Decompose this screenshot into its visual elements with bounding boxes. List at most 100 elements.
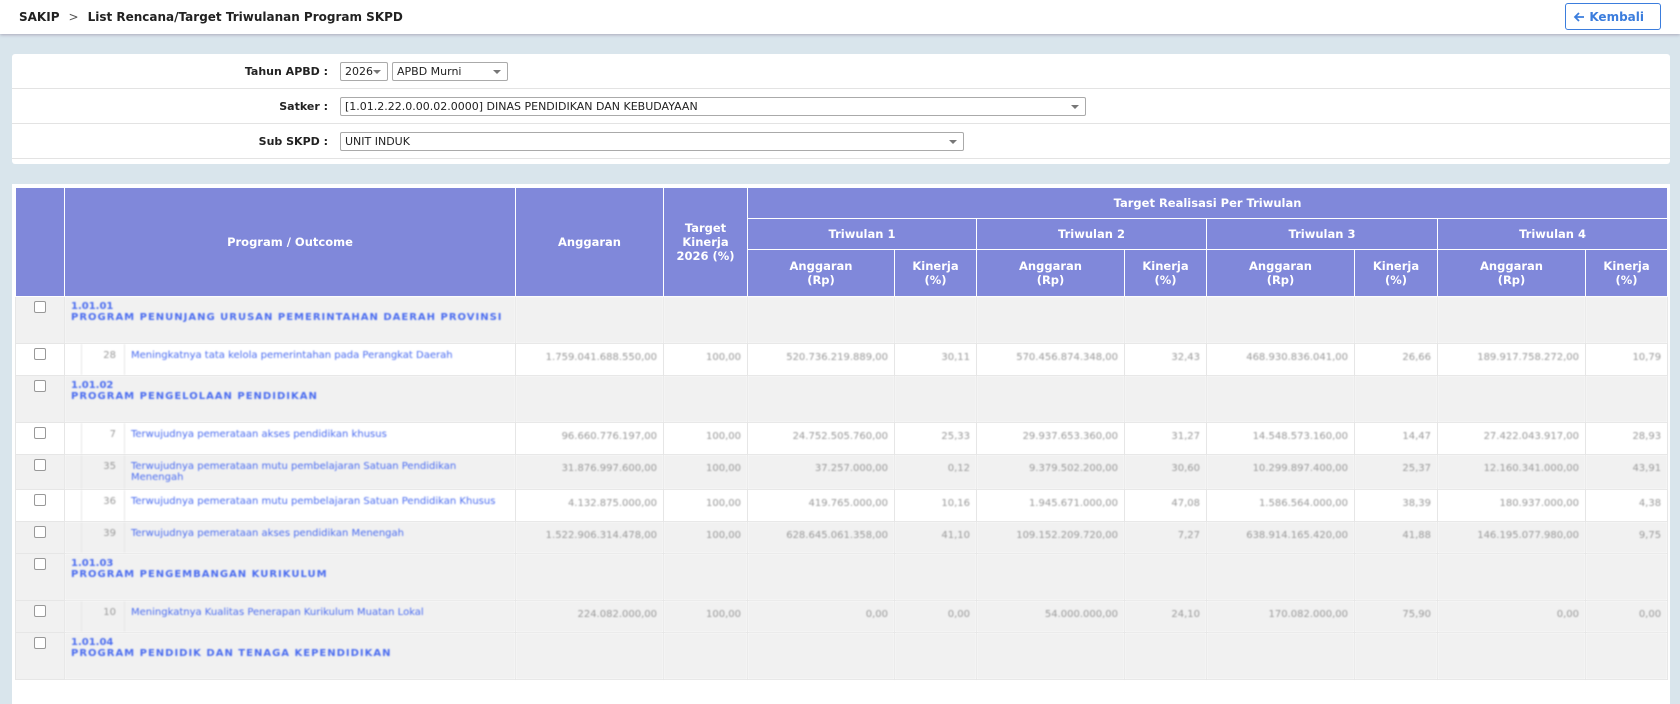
value-cell: 37.257.000,00 — [747, 454, 895, 490]
header-quarter: Triwulan 2 — [976, 218, 1207, 250]
program-cell: 1.01.03 PROGRAM PENGEMBANGAN KURIKULUM — [64, 553, 516, 601]
outcome-name[interactable]: Terwujudnya pemerataan mutu pembelajaran… — [131, 461, 457, 483]
empty-cell — [1354, 375, 1438, 423]
program-row: 1.01.04 PROGRAM PENDIDIK DAN TENAGA KEPEN… — [15, 632, 1669, 680]
outcome-row: 39 Terwujudnya pemerataan akses pendidika… — [15, 521, 1669, 554]
empty-cell — [976, 553, 1125, 601]
filter-row: Satker : [1.01.2.22.0.00.02.0000] DINAS P… — [12, 89, 1670, 124]
value-cell: 1.945.671.000,00 — [976, 489, 1125, 522]
outcome-name[interactable]: Terwujudnya pemerataan akses pendidikan … — [131, 429, 387, 440]
checkbox[interactable] — [34, 301, 46, 313]
header-cell — [15, 187, 65, 297]
checkbox[interactable] — [34, 526, 46, 538]
program-row: 1.01.01 PROGRAM PENUNJANG URUSAN PEMERINT… — [15, 296, 1669, 344]
outcome-row: 36 Terwujudnya pemerataan mutu pembelajar… — [15, 489, 1669, 522]
empty-cell — [663, 296, 748, 344]
program-name[interactable]: PROGRAM PENGEMBANGAN KURIKULUM — [71, 569, 328, 580]
empty-cell — [976, 296, 1125, 344]
header-program: Program / Outcome — [64, 187, 516, 297]
program-name[interactable]: PROGRAM PENGELOLAAN PENDIDIKAN — [71, 391, 318, 402]
outcome-cell: 36 Terwujudnya pemerataan mutu pembelajar… — [64, 489, 516, 522]
filter-select[interactable]: [1.01.2.22.0.00.02.0000] DINAS PENDIDIKA… — [340, 96, 1086, 116]
outcome-number: 36 — [81, 490, 125, 521]
checkbox[interactable] — [34, 348, 46, 360]
outcome-name[interactable]: Terwujudnya pemerataan akses pendidikan … — [131, 528, 404, 539]
back-icon — [1574, 11, 1585, 22]
checkbox[interactable] — [34, 605, 46, 617]
empty-cell — [747, 553, 895, 601]
program-code[interactable]: 1.01.02 — [71, 380, 114, 391]
value-cell: 109.152.209.720,00 — [976, 521, 1125, 554]
checkbox[interactable] — [34, 494, 46, 506]
value-cell: 10,16 — [894, 489, 977, 522]
value-cell: 47,08 — [1124, 489, 1207, 522]
filter-select[interactable]: 2026 — [340, 61, 388, 81]
value-cell: 638.914.165.420,00 — [1206, 521, 1355, 554]
outcome-wrap: 28 Meningkatnya tata kelola pemerintahan … — [65, 344, 515, 375]
checkbox[interactable] — [34, 558, 46, 570]
outcome-cell: 7 Terwujudnya pemerataan akses pendidikan… — [64, 422, 516, 455]
outcome-wrap: 35 Terwujudnya pemerataan mutu pembelajar… — [65, 455, 515, 489]
empty-cell — [515, 553, 664, 601]
outcome-number: 39 — [81, 522, 125, 553]
program-code[interactable]: 1.01.01 — [71, 301, 114, 312]
back-label: Kembali — [1589, 9, 1644, 24]
outcome-name[interactable]: Meningkatnya tata kelola pemerintahan pa… — [131, 350, 453, 361]
outcome-row: 28 Meningkatnya tata kelola pemerintahan … — [15, 343, 1669, 376]
empty-cell — [663, 553, 748, 601]
value-cell: 26,66 — [1354, 343, 1438, 376]
value-cell: 14,47 — [1354, 422, 1438, 455]
empty-cell — [1437, 296, 1586, 344]
program-row: 1.01.02 PROGRAM PENGELOLAAN PENDIDIKAN — [15, 375, 1669, 423]
outcome-number: 35 — [81, 455, 125, 489]
empty-cell — [1437, 375, 1586, 423]
filter-row: Sub SKPD : UNIT INDUK — [12, 124, 1670, 159]
checkbox[interactable] — [34, 637, 46, 649]
value-cell: 31,27 — [1124, 422, 1207, 455]
value-cell: 30,11 — [894, 343, 977, 376]
value-cell: 41,10 — [894, 521, 977, 554]
checkbox[interactable] — [34, 427, 46, 439]
header-quarter-kinerja: Kinerja (%) — [1354, 249, 1438, 297]
value-cell: 12.160.341.000,00 — [1437, 454, 1586, 490]
filter-select[interactable]: UNIT INDUK — [340, 131, 964, 151]
value-cell: 24,10 — [1124, 600, 1207, 633]
value-cell: 1.586.564.000,00 — [1206, 489, 1355, 522]
empty-cell — [1206, 296, 1355, 344]
program-cell: 1.01.01 PROGRAM PENUNJANG URUSAN PEMERINT… — [64, 296, 516, 344]
program-name[interactable]: PROGRAM PENDIDIK DAN TENAGA KEPENDIDIKAN — [71, 648, 392, 659]
outcome-name[interactable]: Meningkatnya Kualitas Penerapan Kurikulu… — [131, 607, 424, 618]
header-realisasi: Target Realisasi Per Triwulan — [746, 187, 1669, 219]
value-cell: 100,00 — [663, 343, 748, 376]
outcome-wrap: 7 Terwujudnya pemerataan akses pendidikan… — [65, 423, 515, 454]
program-code[interactable]: 1.01.04 — [71, 637, 114, 648]
program-code[interactable]: 1.01.03 — [71, 558, 114, 569]
breadcrumb-root[interactable]: SAKIP — [19, 10, 60, 24]
empty-cell — [1206, 553, 1355, 601]
value-cell: 0,00 — [1584, 600, 1669, 633]
breadcrumb-separator: > — [68, 10, 79, 24]
outcome-cell: 35 Terwujudnya pemerataan mutu pembelajar… — [64, 454, 516, 490]
value-cell: 32,43 — [1124, 343, 1207, 376]
checkbox[interactable] — [34, 459, 46, 471]
empty-cell — [976, 632, 1125, 680]
checkbox-cell — [15, 521, 65, 554]
value-cell: 146.195.077.980,00 — [1437, 521, 1586, 554]
checkbox[interactable] — [34, 380, 46, 392]
empty-cell — [747, 375, 895, 423]
back-button[interactable]: Kembali — [1565, 3, 1661, 30]
value-cell: 14.548.573.160,00 — [1206, 422, 1355, 455]
value-cell: 29.937.653.360,00 — [976, 422, 1125, 455]
program-name[interactable]: PROGRAM PENUNJANG URUSAN PEMERINTAHAN DA… — [71, 312, 503, 323]
outcome-name[interactable]: Terwujudnya pemerataan mutu pembelajaran… — [131, 496, 496, 507]
value-cell: 7,27 — [1124, 521, 1207, 554]
filter-select[interactable]: APBD Murni — [392, 61, 508, 81]
empty-cell — [1124, 553, 1207, 601]
empty-cell — [1437, 553, 1586, 601]
outcome-row: 35 Terwujudnya pemerataan mutu pembelajar… — [15, 454, 1669, 490]
target-table: Program / Outcome Anggaran Target Kinerja … — [15, 187, 1669, 680]
value-cell: 10.299.897.400,00 — [1206, 454, 1355, 490]
empty-cell — [515, 632, 664, 680]
value-cell: 4,38 — [1584, 489, 1669, 522]
